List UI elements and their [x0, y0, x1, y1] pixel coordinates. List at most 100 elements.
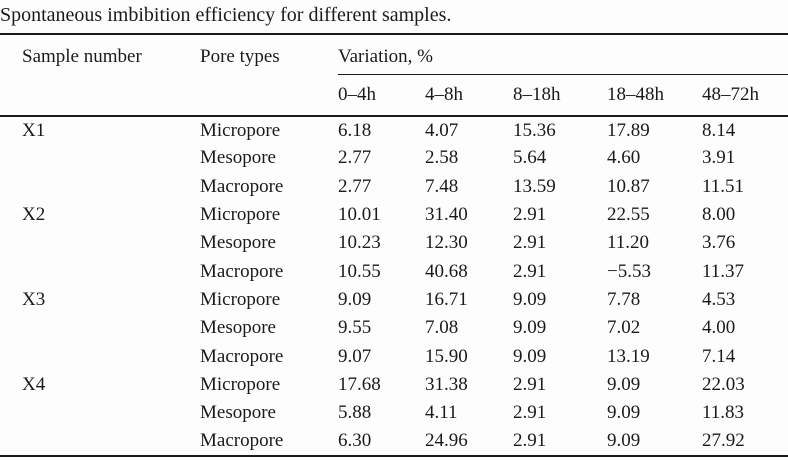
- cell-variation-value: 6.18: [338, 119, 372, 141]
- cell-variation-value: 11.51: [702, 175, 745, 197]
- cell-variation-value: 7.02: [607, 317, 641, 339]
- cell-sample-number: X2: [22, 204, 46, 226]
- table-row: Mesopore 9.55 7.08 9.09 7.02 4.00: [0, 314, 788, 342]
- data-table: Sample number Pore types Variation, % 0–…: [0, 35, 788, 457]
- cell-variation-value: 10.23: [338, 232, 381, 254]
- cell-variation-value: 5.88: [338, 402, 372, 424]
- table-row: X3 Micropore 9.09 16.71 9.09 7.78 4.53: [0, 286, 788, 314]
- table-row: Macropore 10.55 40.68 2.91 −5.53 11.37: [0, 257, 788, 285]
- cell-variation-value: 24.96: [425, 427, 513, 457]
- cell-variation-value: 8.00: [702, 204, 736, 226]
- cell-variation-value: 15.36: [513, 119, 556, 141]
- cell-variation-value: 2.58: [425, 147, 459, 169]
- cell-variation-value: 9.55: [338, 317, 372, 339]
- cell-variation-value: 10.55: [338, 260, 381, 282]
- cell-sample-number: [0, 399, 200, 427]
- table-caption: Spontaneous imbibition efficiency for di…: [0, 0, 788, 35]
- cell-variation-value: −5.53: [607, 260, 651, 282]
- cell-pore-type: Mesopore: [200, 232, 276, 254]
- table-row: X2 Micropore 10.01 31.40 2.91 22.55 8.00: [0, 201, 788, 229]
- cell-sample-number: [0, 257, 200, 285]
- col-header-variation-group: Variation, %: [338, 35, 788, 75]
- cell-variation-value: 9.09: [513, 345, 547, 367]
- cell-variation-value: 11.83: [702, 402, 745, 424]
- cell-variation-value: 2.91: [513, 373, 547, 395]
- cell-pore-type: Macropore: [200, 345, 284, 367]
- table-row: Mesopore 5.88 4.11 2.91 9.09 11.83: [0, 399, 788, 427]
- cell-variation-value: 2.77: [338, 175, 372, 197]
- cell-variation-value: 7.48: [425, 175, 459, 197]
- cell-variation-value: 11.20: [607, 232, 650, 254]
- col-header-interval-4-8h: 4–8h: [425, 74, 513, 117]
- cell-variation-value: 4.07: [425, 119, 459, 141]
- cell-variation-value: 3.76: [702, 232, 736, 254]
- cell-variation-value: 9.09: [513, 288, 547, 310]
- cell-variation-value: 3.91: [702, 147, 736, 169]
- cell-variation-value: 9.09: [513, 317, 547, 339]
- cell-sample-number: [0, 144, 200, 172]
- cell-variation-value: 2.77: [338, 147, 372, 169]
- cell-pore-type: Micropore: [200, 119, 281, 141]
- cell-pore-type: Macropore: [200, 260, 284, 282]
- cell-pore-type: Mesopore: [200, 402, 276, 424]
- cell-variation-value: 9.09: [607, 373, 641, 395]
- cell-variation-value: 4.53: [702, 288, 736, 310]
- cell-variation-value: 6.30: [338, 427, 425, 457]
- cell-variation-value: 9.09: [607, 427, 702, 457]
- header-group-row: Sample number Pore types Variation, %: [0, 35, 788, 117]
- cell-pore-type: Micropore: [200, 288, 281, 310]
- table-row: Mesopore 2.77 2.58 5.64 4.60 3.91: [0, 144, 788, 172]
- cell-variation-value: 31.40: [425, 204, 468, 226]
- cell-variation-value: 5.64: [513, 147, 547, 169]
- cell-variation-value: 27.92: [702, 427, 788, 457]
- cell-sample-number: [0, 173, 200, 201]
- cell-pore-type: Macropore: [200, 427, 338, 457]
- cell-variation-value: 17.68: [338, 373, 381, 395]
- cell-variation-value: 13.19: [607, 345, 650, 367]
- cell-variation-value: 17.89: [607, 119, 650, 141]
- cell-variation-value: 2.91: [513, 402, 547, 424]
- cell-variation-value: 22.55: [607, 204, 650, 226]
- cell-variation-value: 4.60: [607, 147, 641, 169]
- cell-variation-value: 10.87: [607, 175, 650, 197]
- cell-variation-value: 15.90: [425, 345, 468, 367]
- col-header-interval-8-18h: 8–18h: [513, 74, 607, 117]
- table-body: X1 Micropore 6.18 4.07 15.36 17.89 8.14 …: [0, 116, 788, 457]
- cell-variation-value: 40.68: [425, 260, 468, 282]
- cell-sample-number: [0, 342, 200, 370]
- cell-variation-value: 10.01: [338, 204, 381, 226]
- cell-sample-number: X4: [22, 373, 46, 395]
- cell-variation-value: 12.30: [425, 232, 468, 254]
- col-header-interval-0-4h: 0–4h: [338, 74, 425, 117]
- cell-sample-number: X3: [22, 288, 46, 310]
- cell-variation-value: 9.09: [607, 402, 641, 424]
- cell-variation-value: 2.91: [513, 204, 547, 226]
- cell-variation-value: 4.11: [425, 402, 458, 424]
- cell-sample-number: [0, 427, 200, 457]
- cell-sample-number: [0, 229, 200, 257]
- table-row: Mesopore 10.23 12.30 2.91 11.20 3.76: [0, 229, 788, 257]
- cell-variation-value: 7.78: [607, 288, 641, 310]
- cell-variation-value: 22.03: [702, 373, 745, 395]
- col-header-pore-types: Pore types: [200, 35, 338, 117]
- cell-variation-value: 9.07: [338, 345, 372, 367]
- table-row: X4 Micropore 17.68 31.38 2.91 9.09 22.03: [0, 371, 788, 399]
- table-header: Sample number Pore types Variation, % 0–…: [0, 35, 788, 117]
- cell-variation-value: 2.91: [513, 232, 547, 254]
- col-header-interval-18-48h: 18–48h: [607, 74, 702, 117]
- cell-variation-value: 2.91: [513, 260, 547, 282]
- cell-variation-value: 13.59: [513, 175, 556, 197]
- header-interval-row: 0–4h 4–8h 8–18h 18–48h 48–72h: [0, 74, 788, 117]
- cell-variation-value: 16.71: [425, 288, 468, 310]
- cell-sample-number: [0, 314, 200, 342]
- cell-variation-value: 11.37: [702, 260, 745, 282]
- cell-variation-value: 9.09: [338, 288, 372, 310]
- table-row: Macropore 6.30 24.96 2.91 9.09 27.92: [0, 427, 788, 457]
- cell-variation-value: 4.00: [702, 317, 736, 339]
- cell-variation-value: 7.14: [702, 345, 736, 367]
- table-row: Macropore 9.07 15.90 9.09 13.19 7.14: [0, 342, 788, 370]
- table-row: X1 Micropore 6.18 4.07 15.36 17.89 8.14: [0, 116, 788, 144]
- cell-sample-number: X1: [22, 119, 46, 141]
- cell-pore-type: Mesopore: [200, 317, 276, 339]
